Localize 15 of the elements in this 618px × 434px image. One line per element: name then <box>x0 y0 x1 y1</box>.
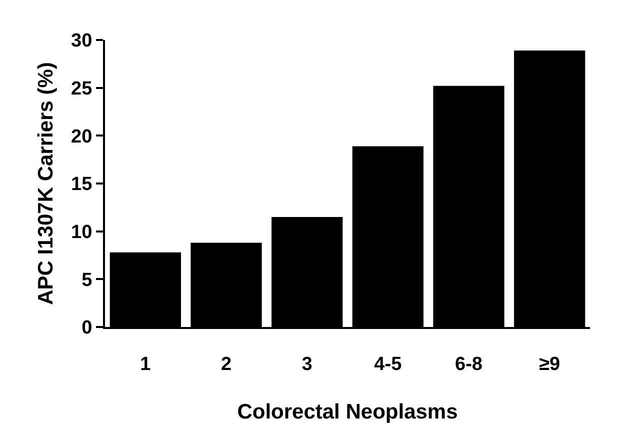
x-tick-label: 1 <box>140 354 152 375</box>
y-axis-title: APC I1307K Carriers (%) <box>34 62 58 305</box>
x-tick-label: 3 <box>302 354 312 375</box>
x-tick-label: 6-8 <box>455 354 482 375</box>
x-tick-label: ≥9 <box>539 354 560 375</box>
y-tick-label: 0 <box>82 318 92 339</box>
y-tick-label: 10 <box>71 222 92 243</box>
x-tick-label: 2 <box>220 354 232 375</box>
y-tick-label: 5 <box>82 270 93 291</box>
y-tick-label: 30 <box>71 30 92 52</box>
x-axis-title: Colorectal Neoplasms <box>237 400 458 424</box>
y-tick-label: 20 <box>71 126 92 148</box>
x-tick-label: 4-5 <box>374 354 402 375</box>
y-tick-label: 15 <box>71 174 93 196</box>
y-tick-label: 25 <box>71 78 93 100</box>
